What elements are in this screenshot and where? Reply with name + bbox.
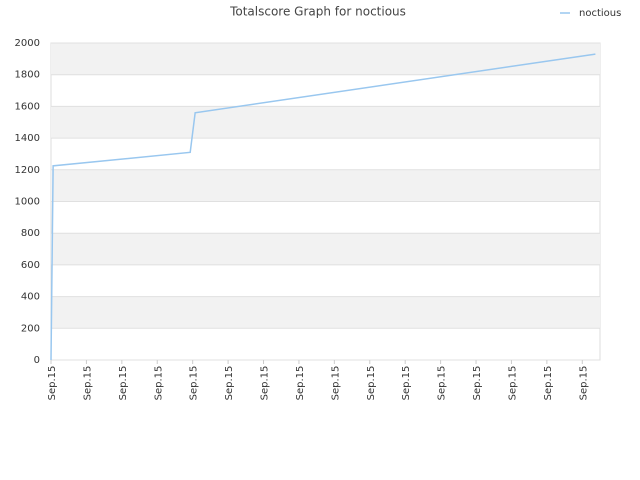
x-tick-label: Sep.15 (153, 366, 164, 401)
x-tick-label: Sep.15 (118, 366, 129, 401)
grid-band (51, 233, 600, 265)
data-line (50, 53, 596, 361)
grid-band (51, 43, 600, 75)
y-tick-label: 200 (21, 323, 40, 334)
x-tick-label: Sep.15 (47, 366, 58, 401)
x-tick-label: Sep.15 (224, 366, 235, 401)
x-tick-label: Sep.15 (507, 366, 518, 401)
grid-band (51, 296, 600, 329)
grid-band (51, 106, 600, 139)
x-tick-label: Sep.15 (189, 366, 200, 401)
x-tick-label: Sep.15 (330, 366, 341, 401)
x-tick-label: Sep.15 (260, 366, 271, 401)
x-tick-label: Sep.15 (82, 366, 93, 401)
grid-band (51, 169, 600, 202)
x-tick-label: Sep.15 (401, 366, 412, 401)
y-tick-label: 0 (34, 355, 40, 366)
x-tick-label: Sep.15 (366, 366, 377, 401)
y-tick-label: 1800 (15, 70, 40, 81)
y-tick-label: 1000 (15, 197, 40, 208)
y-tick-label: 1200 (15, 165, 40, 176)
x-tick-label: Sep.15 (543, 366, 554, 401)
y-tick-label: 1600 (15, 101, 40, 112)
legend-label: noctious (579, 8, 621, 19)
y-tick-label: 2000 (15, 38, 40, 49)
y-tick-label: 400 (21, 292, 40, 303)
y-tick-label: 1400 (15, 133, 40, 144)
x-tick-label: Sep.15 (295, 366, 306, 401)
x-tick-label: Sep.15 (472, 366, 483, 401)
y-tick-label: 800 (21, 228, 40, 239)
x-tick-label: Sep.15 (578, 366, 589, 401)
chart-title: Totalscore Graph for noctious (229, 5, 406, 19)
x-tick-label: Sep.15 (437, 366, 448, 401)
y-tick-label: 600 (21, 260, 40, 271)
